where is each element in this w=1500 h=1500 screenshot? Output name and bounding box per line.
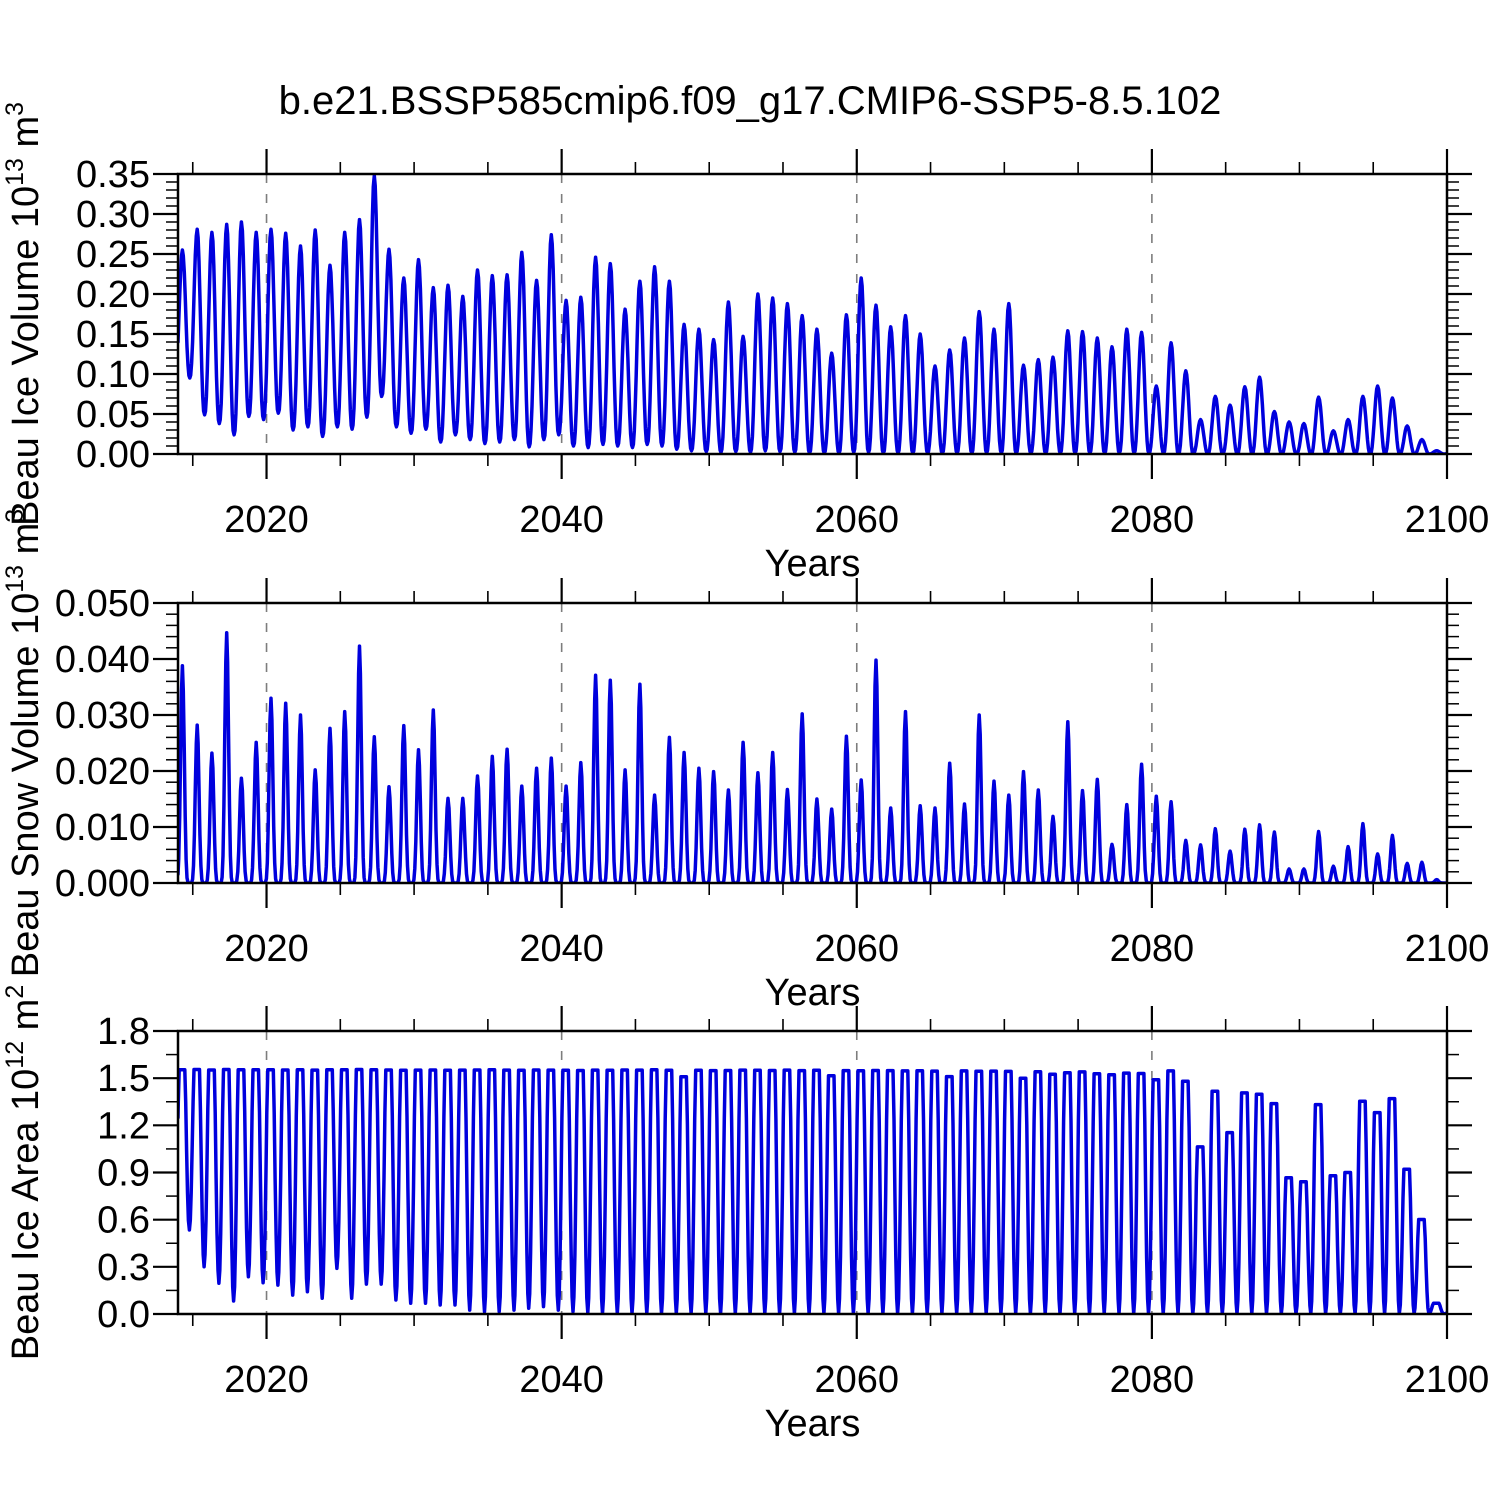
x-axis-caption: Years [765,972,861,1014]
x-tick-label: 2060 [814,499,899,541]
y-tick-label: 0.35 [76,154,150,196]
x-tick-label: 2080 [1110,499,1195,541]
x-tick-label: 2060 [814,928,899,970]
y-axis-title: Beau Snow Volume 1013 m3 [1,509,47,977]
y-axis-title: Beau Ice Area 1012 m2 [1,985,47,1361]
y-tick-label: 0.20 [76,274,150,316]
x-tick-label: 2060 [814,1359,899,1401]
x-tick-label: 2040 [519,499,604,541]
data-series-line [178,630,1447,883]
figure-title: b.e21.BSSP585cmip6.f09_g17.CMIP6-SSP5-8.… [279,79,1222,123]
y-tick-label: 0.05 [76,394,150,436]
data-series-line [178,174,1447,454]
panel-beau-ice-area: 2020 2040 2060 2080 2100 0.0 0.3 0.6 0.9 1.2 1.5 1.… [1,985,1489,1445]
data-series-line [178,1067,1447,1314]
x-tick-label: 2080 [1110,928,1195,970]
axis-box [176,601,1449,885]
y-tick-label: 0.0 [97,1294,150,1336]
panels-group: 2020 2040 2060 2080 2100 0.000.050.100.150.20… [1,102,1489,1445]
y-axis-title: Beau Ice Volume 1013 m3 [1,102,47,526]
y-tick-label: 0.6 [97,1200,150,1242]
y-tick-label: 1.5 [97,1058,150,1100]
y-tick-label: 0.00 [76,434,150,476]
panel-beau-snow-volume: 2020 2040 2060 2080 2100 0.000 0.010 0.020 0.030… [1,509,1489,1014]
x-tick-label: 2080 [1110,1359,1195,1401]
y-tick-label: 0.9 [97,1153,150,1195]
y-tick-label: 0.030 [55,695,150,737]
panel-beau-ice-volume: 2020 2040 2060 2080 2100 0.000.050.100.150.20… [1,102,1489,585]
y-tick-label: 0.30 [76,194,150,236]
x-tick-label: 2020 [224,499,309,541]
x-tick-label: 2020 [224,1359,309,1401]
x-axis-caption: Years [765,1403,861,1445]
y-tick-label: 0.000 [55,863,150,905]
x-axis-caption: Years [765,543,861,585]
y-tick-label: 0.15 [76,314,150,356]
y-tick-label: 0.10 [76,354,150,396]
x-tick-label: 2020 [224,928,309,970]
x-tick-label: 2040 [519,1359,604,1401]
axis-box [176,172,1449,456]
y-tick-label: 1.2 [97,1105,150,1147]
x-tick-label: 2100 [1405,928,1490,970]
x-tick-label: 2100 [1405,1359,1490,1401]
x-tick-label: 2100 [1405,499,1490,541]
y-tick-label: 0.020 [55,751,150,793]
y-tick-label: 0.040 [55,639,150,681]
y-tick-label: 0.050 [55,583,150,625]
y-tick-label: 0.3 [97,1247,150,1289]
y-tick-label: 0.010 [55,807,150,849]
y-tick-label: 0.25 [76,234,150,276]
y-tick-label: 1.8 [97,1011,150,1053]
x-tick-label: 2040 [519,928,604,970]
